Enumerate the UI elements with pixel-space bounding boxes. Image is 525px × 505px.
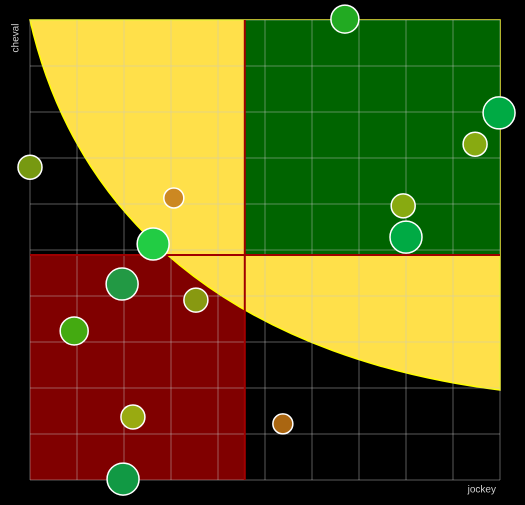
high-zone	[244, 20, 500, 256]
y-axis-label: cheval	[11, 24, 22, 53]
bubble	[105, 267, 139, 301]
bubble	[390, 193, 416, 219]
bubble	[163, 187, 185, 209]
bubble	[120, 404, 146, 430]
bubble	[482, 96, 516, 130]
bubble	[17, 154, 43, 180]
dividers	[30, 20, 500, 480]
bubble	[183, 287, 209, 313]
bubble	[59, 316, 89, 346]
bubble	[136, 227, 170, 261]
bubble	[106, 462, 140, 496]
bubble	[330, 4, 360, 34]
grid	[29, 19, 501, 481]
bubble	[272, 413, 294, 435]
points	[17, 4, 516, 496]
bubble	[389, 220, 423, 254]
zones	[29, 19, 501, 480]
low-zone	[30, 255, 245, 480]
bubble	[462, 131, 488, 157]
x-axis-label: jockey	[467, 485, 496, 496]
